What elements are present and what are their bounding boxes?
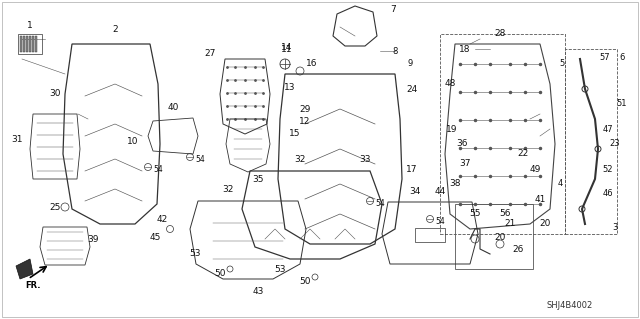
Text: 41: 41 bbox=[534, 195, 546, 204]
Text: 52: 52 bbox=[603, 165, 613, 174]
Text: 48: 48 bbox=[444, 79, 456, 88]
Text: 8: 8 bbox=[392, 47, 397, 56]
Text: 12: 12 bbox=[300, 116, 310, 125]
Text: 28: 28 bbox=[494, 29, 506, 39]
Text: 57: 57 bbox=[600, 53, 611, 62]
Text: 43: 43 bbox=[252, 286, 264, 295]
Text: 56: 56 bbox=[499, 210, 511, 219]
Text: 54: 54 bbox=[195, 154, 205, 164]
Bar bbox=[29, 36, 31, 52]
Text: 51: 51 bbox=[617, 100, 627, 108]
Bar bbox=[18, 34, 42, 54]
Text: 29: 29 bbox=[300, 105, 310, 114]
Text: 6: 6 bbox=[620, 53, 625, 62]
Text: 44: 44 bbox=[435, 188, 445, 197]
Text: 25: 25 bbox=[49, 203, 61, 211]
Text: 9: 9 bbox=[408, 60, 413, 69]
Text: 20: 20 bbox=[540, 219, 550, 228]
Text: 11: 11 bbox=[281, 46, 292, 55]
Text: 5: 5 bbox=[559, 60, 564, 69]
Text: 35: 35 bbox=[252, 174, 264, 183]
Bar bbox=[20, 36, 22, 52]
Text: 15: 15 bbox=[289, 130, 301, 138]
Bar bbox=[565, 49, 617, 234]
Text: 1: 1 bbox=[27, 21, 33, 31]
Text: FR.: FR. bbox=[25, 281, 41, 291]
Text: 16: 16 bbox=[307, 58, 317, 68]
Text: 32: 32 bbox=[222, 184, 234, 194]
Text: 3: 3 bbox=[612, 222, 618, 232]
Text: 54: 54 bbox=[375, 198, 385, 207]
Text: 33: 33 bbox=[359, 154, 371, 164]
Bar bbox=[23, 36, 25, 52]
Text: 14: 14 bbox=[282, 42, 292, 51]
Bar bbox=[32, 36, 34, 52]
Text: 24: 24 bbox=[406, 85, 418, 93]
Text: 13: 13 bbox=[284, 83, 296, 92]
Text: 55: 55 bbox=[469, 210, 481, 219]
Text: 30: 30 bbox=[49, 90, 61, 99]
Text: 38: 38 bbox=[449, 180, 461, 189]
Text: 31: 31 bbox=[12, 135, 23, 144]
Text: 21: 21 bbox=[504, 219, 516, 228]
Text: 20: 20 bbox=[494, 233, 506, 241]
Text: SHJ4B4002: SHJ4B4002 bbox=[547, 300, 593, 309]
Text: 2: 2 bbox=[112, 25, 118, 33]
Text: 50: 50 bbox=[214, 270, 226, 278]
Text: 22: 22 bbox=[517, 150, 529, 159]
Text: 36: 36 bbox=[456, 139, 468, 149]
Bar bbox=[35, 36, 37, 52]
Text: 10: 10 bbox=[127, 137, 139, 145]
Text: 34: 34 bbox=[410, 188, 420, 197]
Text: 4: 4 bbox=[557, 180, 563, 189]
Text: 37: 37 bbox=[460, 160, 471, 168]
Text: 27: 27 bbox=[204, 49, 216, 58]
Text: 23: 23 bbox=[610, 139, 620, 149]
Text: 53: 53 bbox=[275, 264, 285, 273]
Text: 49: 49 bbox=[529, 165, 541, 174]
Text: 7: 7 bbox=[390, 4, 396, 13]
Text: 17: 17 bbox=[406, 165, 418, 174]
Bar bbox=[455, 204, 533, 269]
Text: 50: 50 bbox=[300, 277, 311, 286]
Text: 26: 26 bbox=[512, 244, 524, 254]
Text: 40: 40 bbox=[167, 103, 179, 113]
Text: 19: 19 bbox=[446, 124, 458, 133]
Text: 54: 54 bbox=[153, 165, 163, 174]
Text: 18: 18 bbox=[460, 44, 471, 54]
Bar bbox=[415, 228, 445, 242]
Text: 32: 32 bbox=[294, 154, 306, 164]
Text: 39: 39 bbox=[87, 234, 99, 243]
Text: 54: 54 bbox=[435, 217, 445, 226]
Text: 53: 53 bbox=[189, 249, 201, 258]
Text: 45: 45 bbox=[149, 233, 161, 241]
Bar bbox=[440, 34, 565, 234]
Bar bbox=[26, 36, 28, 52]
Polygon shape bbox=[16, 259, 33, 279]
Text: 42: 42 bbox=[156, 214, 168, 224]
Text: 47: 47 bbox=[603, 124, 613, 133]
Text: 46: 46 bbox=[603, 189, 613, 198]
